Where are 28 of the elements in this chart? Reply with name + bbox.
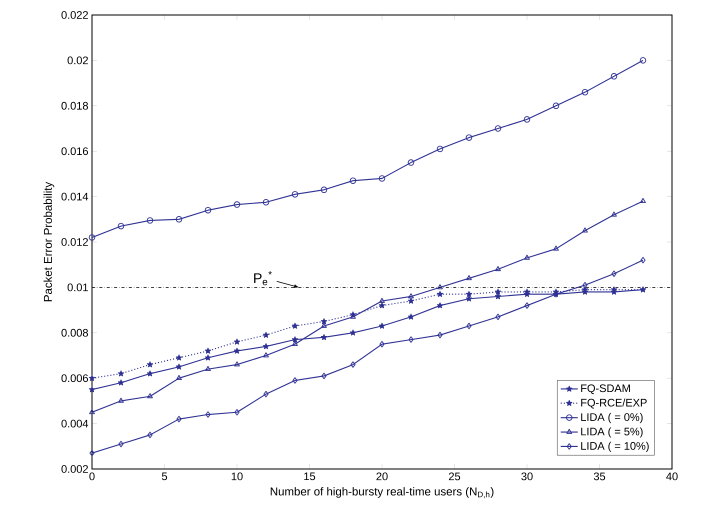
x-tick-label: 5 xyxy=(162,472,168,480)
legend-label: LIDA ( = 0%) xyxy=(581,412,643,424)
legend-label: FQ-SDAM xyxy=(581,384,630,394)
legend-label: FQ-RCE/EXP xyxy=(581,398,647,409)
x-tick-label: 40 xyxy=(666,472,678,480)
y-tick-label: 0.018 xyxy=(61,102,88,110)
x-tick-label: 25 xyxy=(448,472,460,480)
ref-line-label: P$_{e}$* xyxy=(254,271,272,286)
y-tick-label: 0.006 xyxy=(61,374,88,382)
y-tick-label: 0.004 xyxy=(61,420,88,428)
y-tick-label: 0.008 xyxy=(61,328,88,337)
y-tick-label: 0.01 xyxy=(68,284,88,292)
x-tick-label: 30 xyxy=(521,472,533,480)
x-tick-label: 15 xyxy=(304,472,316,480)
legend-label: LIDA ( = 10%) xyxy=(581,442,649,452)
legend-label: LIDA ( = 5%) xyxy=(581,427,643,438)
x-tick-label: 35 xyxy=(594,472,606,480)
x-axis-title: Number of high-bursty real-time users (N$_{D,h}$) xyxy=(270,487,494,498)
y-axis-title: Packet Error Probability xyxy=(44,182,54,302)
y-tick-label: 0.014 xyxy=(61,192,88,200)
y-tick-label: 0.012 xyxy=(61,238,88,246)
y-tick-label: 0.016 xyxy=(61,147,88,156)
x-tick-label: 0 xyxy=(89,472,95,480)
y-tick-label: 0.02 xyxy=(68,56,88,64)
y-tick-label: 0.022 xyxy=(61,11,88,19)
y-tick-label: 0.002 xyxy=(61,465,88,473)
x-tick-label: 20 xyxy=(376,472,388,480)
x-tick-label: 10 xyxy=(232,472,243,480)
